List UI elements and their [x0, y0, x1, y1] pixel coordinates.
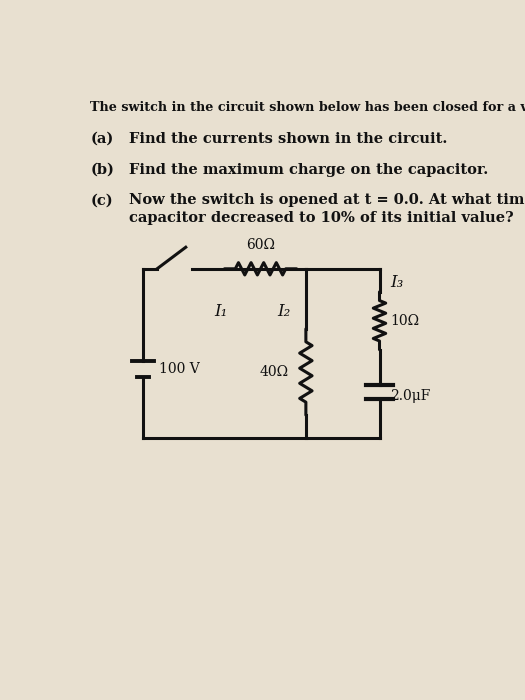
Text: The switch in the circuit shown below has been closed for a very long time.: The switch in the circuit shown below ha… — [90, 101, 525, 114]
Text: (a): (a) — [90, 132, 114, 146]
Text: I₂: I₂ — [277, 302, 290, 320]
Text: 40Ω: 40Ω — [260, 365, 289, 379]
Text: Now the switch is opened at t = 0.0. At what time has the charge on the: Now the switch is opened at t = 0.0. At … — [129, 193, 525, 207]
Text: 10Ω: 10Ω — [391, 314, 419, 328]
Text: Find the maximum charge on the capacitor.: Find the maximum charge on the capacitor… — [129, 162, 488, 176]
Text: I₃: I₃ — [391, 274, 404, 291]
Text: (b): (b) — [90, 162, 114, 176]
Text: Find the currents shown in the circuit.: Find the currents shown in the circuit. — [129, 132, 447, 146]
Text: 60Ω: 60Ω — [246, 238, 275, 252]
Text: (c): (c) — [90, 193, 113, 207]
Text: I₁: I₁ — [214, 302, 227, 320]
Text: 2.0μF: 2.0μF — [391, 389, 430, 403]
Text: capacitor decreased to 10% of its initial value?: capacitor decreased to 10% of its initia… — [129, 211, 514, 225]
Text: 100 V: 100 V — [159, 362, 200, 376]
